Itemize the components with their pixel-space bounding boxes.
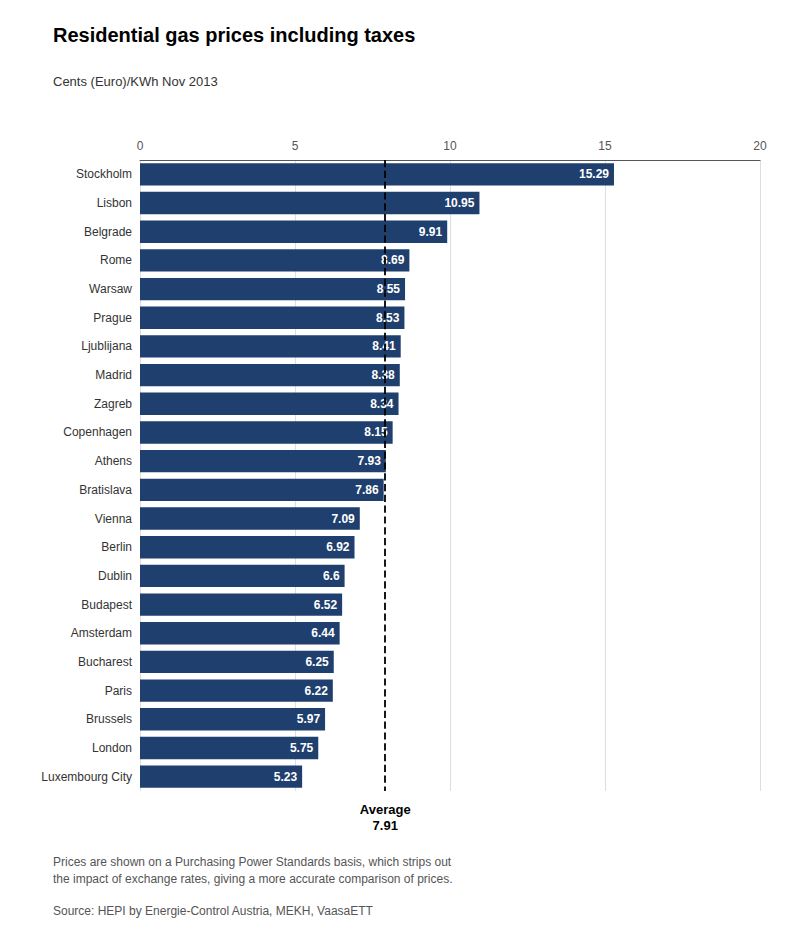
svg-text:5.23: 5.23 [274,770,298,784]
svg-text:6.52: 6.52 [314,598,338,612]
svg-text:7.09: 7.09 [331,512,355,526]
svg-text:8.38: 8.38 [371,368,395,382]
svg-text:Belgrade: Belgrade [84,225,132,239]
svg-text:Prices are shown on a Purchasi: Prices are shown on a Purchasing Power S… [53,855,452,869]
svg-text:0: 0 [137,139,144,153]
svg-text:7.91: 7.91 [373,818,398,833]
svg-text:6.25: 6.25 [305,655,329,669]
svg-text:Ljublijana: Ljublijana [81,339,132,353]
svg-text:Berlin: Berlin [101,540,132,554]
svg-text:the impact of exchange rates,: the impact of exchange rates, giving a m… [53,872,453,886]
svg-text:Vienna: Vienna [95,512,132,526]
svg-text:Bucharest: Bucharest [78,655,133,669]
svg-text:15: 15 [598,139,612,153]
svg-text:5.97: 5.97 [297,712,321,726]
svg-text:6.44: 6.44 [311,626,335,640]
svg-text:10: 10 [443,139,457,153]
svg-text:5: 5 [292,139,299,153]
svg-text:7.93: 7.93 [357,454,381,468]
svg-text:6.22: 6.22 [304,684,328,698]
svg-text:Amsterdam: Amsterdam [71,626,132,640]
svg-text:Bratislava: Bratislava [79,483,132,497]
svg-text:Zagreb: Zagreb [94,397,132,411]
svg-text:6.6: 6.6 [323,569,340,583]
svg-text:7.86: 7.86 [355,483,379,497]
svg-text:Source: HEPI by Energie-Contro: Source: HEPI by Energie-Control Austria,… [53,904,374,918]
svg-text:5.75: 5.75 [290,741,314,755]
svg-text:20: 20 [753,139,767,153]
svg-text:8.34: 8.34 [370,397,394,411]
svg-text:Brussels: Brussels [86,712,132,726]
svg-text:Warsaw: Warsaw [89,282,132,296]
svg-text:Budapest: Budapest [81,598,132,612]
svg-text:Madrid: Madrid [95,368,132,382]
svg-text:9.91: 9.91 [419,225,443,239]
svg-text:8.69: 8.69 [381,253,405,268]
svg-text:Average: Average [360,802,411,817]
svg-text:Stockholm: Stockholm [76,167,132,181]
svg-text:Residential gas prices includi: Residential gas prices including taxes [53,24,415,46]
svg-text:Rome: Rome [100,253,132,267]
svg-text:Cents (Euro)/KWh Nov 2013: Cents (Euro)/KWh Nov 2013 [53,74,218,89]
svg-text:10.95: 10.95 [444,196,474,210]
svg-text:6.92: 6.92 [326,540,350,554]
svg-text:Athens: Athens [95,454,132,468]
svg-text:Lisbon: Lisbon [97,196,132,210]
svg-text:8.53: 8.53 [376,311,400,325]
svg-text:Paris: Paris [105,684,132,698]
svg-text:8.15: 8.15 [364,425,388,440]
svg-text:8.41: 8.41 [372,339,396,354]
svg-text:Dublin: Dublin [98,569,132,583]
svg-text:Prague: Prague [93,311,132,325]
svg-text:15.29: 15.29 [579,167,609,181]
svg-text:Luxembourg City: Luxembourg City [41,770,132,784]
svg-text:Copenhagen: Copenhagen [63,425,132,439]
svg-text:8.55: 8.55 [377,282,401,296]
svg-text:London: London [92,741,132,755]
